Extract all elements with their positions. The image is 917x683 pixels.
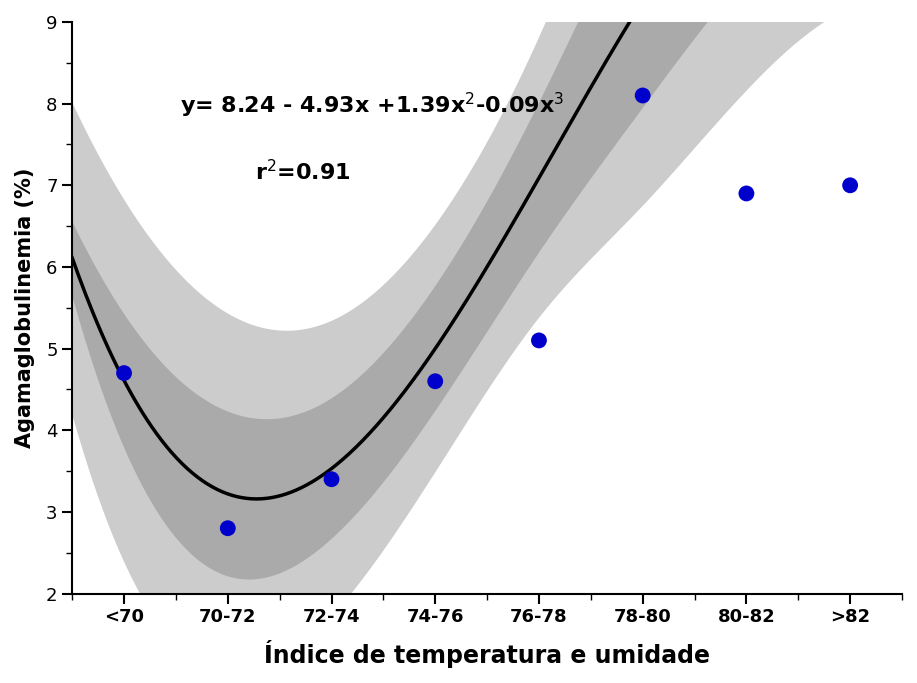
X-axis label: Índice de temperatura e umidade: Índice de temperatura e umidade: [264, 640, 710, 668]
Text: r$^2$=0.91: r$^2$=0.91: [255, 159, 350, 184]
Y-axis label: Agamaglobulinemia (%): Agamaglobulinemia (%): [15, 167, 35, 448]
Point: [220, 522, 235, 533]
Point: [635, 90, 650, 101]
Point: [428, 376, 443, 387]
Point: [739, 188, 754, 199]
Point: [116, 367, 131, 378]
Text: y= 8.24 - 4.93x +1.39x$^2$-0.09x$^3$: y= 8.24 - 4.93x +1.39x$^2$-0.09x$^3$: [180, 91, 564, 120]
Point: [843, 180, 857, 191]
Point: [325, 474, 339, 485]
Point: [532, 335, 547, 346]
